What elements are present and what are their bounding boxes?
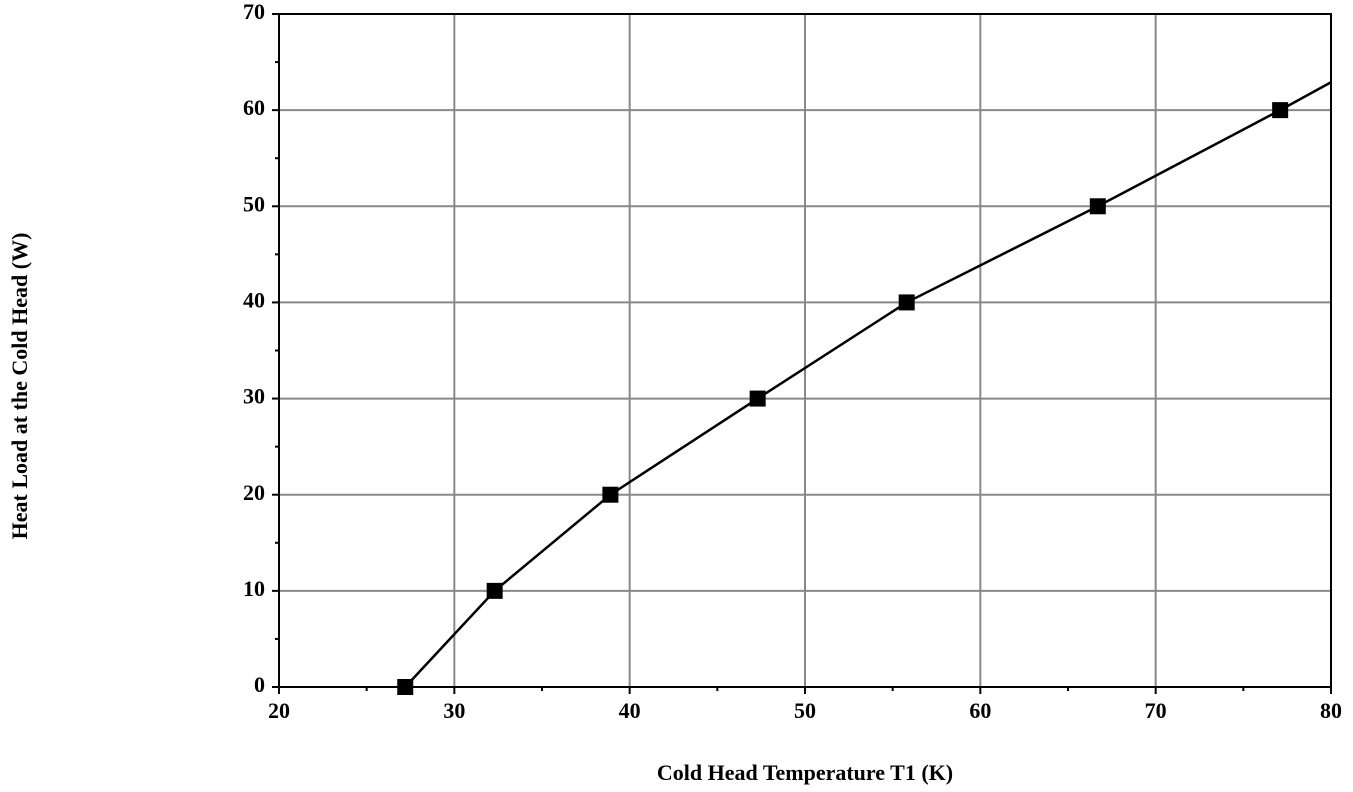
x-tick-label: 70 (1145, 698, 1167, 723)
y-tick-label: 70 (243, 0, 265, 24)
line (404, 81, 1332, 688)
x-tick-label: 20 (268, 698, 290, 723)
y-tick-label: 0 (254, 672, 265, 697)
x-axis-label: Cold Head Temperature T1 (K) (657, 760, 953, 785)
y-tick-label: 40 (243, 287, 265, 312)
plot-frame (278, 13, 1332, 688)
y-tick-label: 60 (243, 95, 265, 120)
y-tick-label: 10 (243, 576, 265, 601)
x-tick-label: 30 (443, 698, 465, 723)
x-tick-label: 60 (969, 698, 991, 723)
x-tick-label: 80 (1320, 698, 1342, 723)
x-tick-label: 40 (619, 698, 641, 723)
y-tick-label: 30 (243, 384, 265, 409)
y-tick-label: 50 (243, 191, 265, 216)
x-tick-label: 50 (794, 698, 816, 723)
y-axis-label: Heat Load at the Cold Head (W) (7, 233, 32, 540)
y-tick-label: 20 (243, 480, 265, 505)
